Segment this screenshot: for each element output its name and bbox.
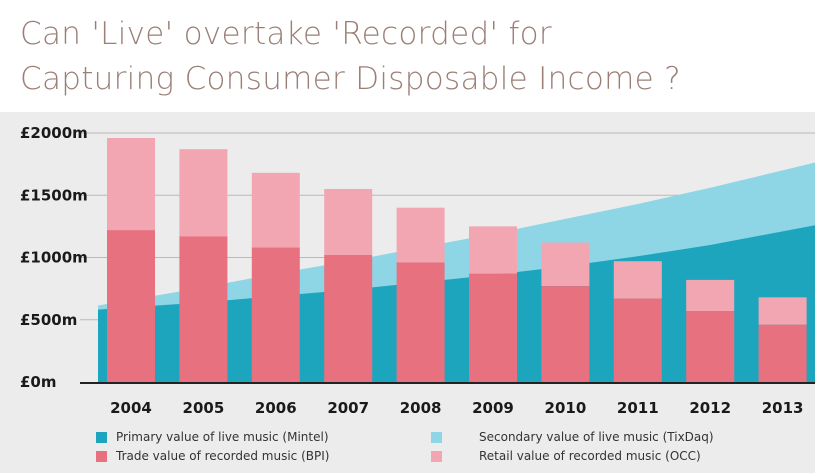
bar-retail-2012 — [686, 279, 735, 312]
bar-trade-2013 — [758, 324, 807, 382]
legend-label-trade-recorded: Trade value of recorded music (BPI) — [116, 449, 330, 463]
legend-swatch-secondary-live — [431, 431, 442, 443]
legend: Primary value of live music (Mintel) Sec… — [96, 428, 796, 468]
x-tick-label-2006: 2006 — [255, 399, 297, 417]
x-tick-label-2008: 2008 — [400, 399, 442, 417]
y-tick-label: £0m — [20, 373, 57, 391]
x-tick-label-2012: 2012 — [689, 399, 731, 417]
recorded-music-bars — [107, 137, 807, 382]
legend-item-trade-recorded: Trade value of recorded music (BPI) — [96, 447, 329, 465]
bar-trade-2005 — [179, 236, 228, 382]
y-tick-label: £1000m — [20, 249, 88, 267]
bar-retail-2013 — [758, 297, 807, 325]
x-tick-label-2013: 2013 — [762, 399, 804, 417]
bar-retail-2006 — [251, 172, 300, 248]
legend-item-retail-recorded: Retail value of recorded music (OCC) — [431, 447, 701, 465]
legend-label-primary-live: Primary value of live music (Mintel) — [116, 430, 329, 444]
bar-trade-2012 — [686, 311, 735, 382]
bar-retail-2011 — [613, 261, 662, 299]
bar-trade-2008 — [396, 262, 445, 382]
bar-retail-2010 — [541, 242, 590, 287]
bar-trade-2010 — [541, 286, 590, 382]
legend-label-secondary-live: Secondary value of live music (TixDaq) — [479, 430, 714, 444]
bar-retail-2004 — [107, 137, 155, 231]
x-tick-label-2009: 2009 — [472, 399, 514, 417]
x-tick-label-2004: 2004 — [110, 399, 152, 417]
bar-trade-2006 — [251, 247, 300, 382]
x-tick-label-2011: 2011 — [617, 399, 659, 417]
x-tick-label-2007: 2007 — [327, 399, 369, 417]
bar-trade-2007 — [324, 255, 373, 382]
y-tick-label: £1500m — [20, 186, 88, 204]
bar-trade-2004 — [107, 230, 155, 382]
bar-trade-2009 — [469, 273, 517, 382]
chart-subtitle: Capturing Consumer Disposable Income ? — [20, 61, 681, 97]
bar-retail-2007 — [324, 189, 373, 256]
x-tick-label-2010: 2010 — [545, 399, 587, 417]
y-tick-label: £2000m — [20, 124, 88, 142]
y-tick-label: £500m — [20, 311, 77, 329]
legend-item-secondary-live: Secondary value of live music (TixDaq) — [431, 428, 714, 446]
legend-swatch-trade-recorded — [96, 450, 107, 462]
legend-label-retail-recorded: Retail value of recorded music (OCC) — [479, 449, 701, 463]
legend-swatch-primary-live — [96, 431, 107, 443]
chart-title-block: Can 'Live' overtake 'Recorded' for Captu… — [20, 12, 810, 102]
legend-item-primary-live: Primary value of live music (Mintel) — [96, 428, 329, 446]
bar-retail-2009 — [469, 226, 517, 274]
chart-title: Can 'Live' overtake 'Recorded' for — [20, 16, 552, 52]
axes: £0m £500m £1000m £1500m £2000m 2004 2005 2006 20… — [20, 124, 815, 417]
x-tick-label-2005: 2005 — [183, 399, 225, 417]
legend-swatch-retail-recorded — [431, 450, 442, 462]
bar-trade-2011 — [613, 298, 662, 382]
bar-retail-2008 — [396, 207, 445, 263]
bar-retail-2005 — [179, 149, 228, 237]
